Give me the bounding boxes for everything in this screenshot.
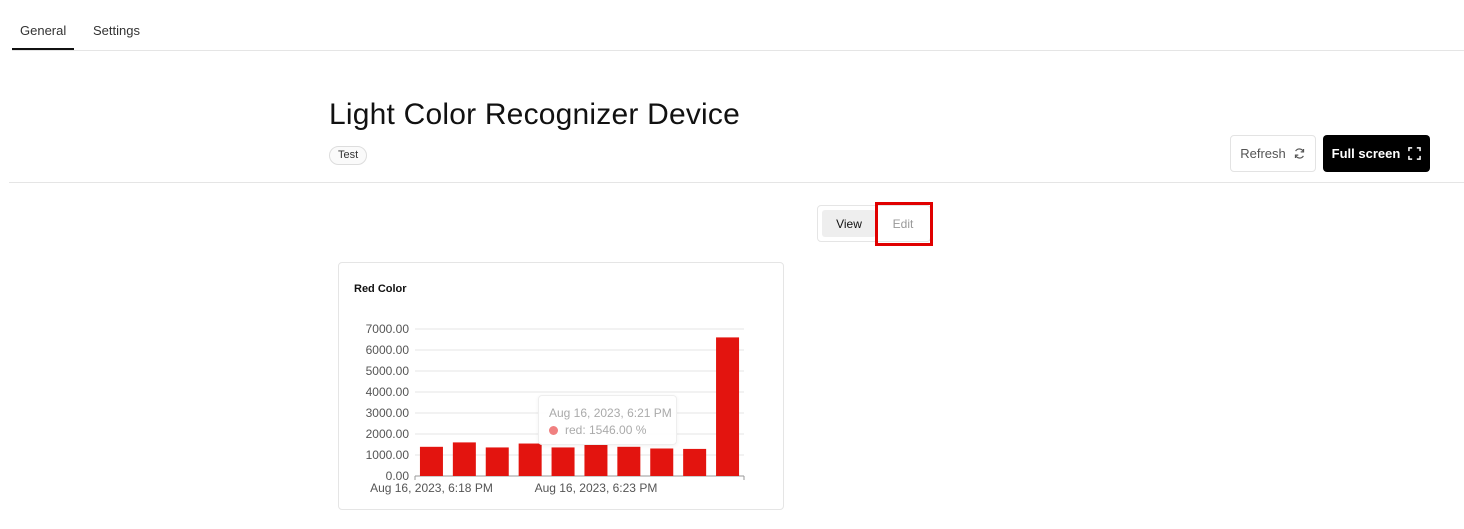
view-edit-toggle: View Edit [817,205,931,242]
y-tick-label: 0.00 [386,469,410,483]
chart-tooltip: Aug 16, 2023, 6:21 PM red: 1546.00 % [538,395,677,445]
y-tick-label: 5000.00 [366,364,410,378]
bar [518,443,542,476]
refresh-button[interactable]: Refresh [1230,135,1316,172]
tab-general[interactable]: General [20,23,67,38]
device-tag: Test [329,146,368,165]
x-tick-label: Aug 16, 2023, 6:23 PM [535,481,658,495]
bar [551,447,575,476]
x-tick-label: Aug 16, 2023, 6:18 PM [370,481,493,495]
refresh-icon [1293,147,1306,160]
bar [485,447,509,476]
bar-chart: 0.00 1000.00 2000.00 3000.00 4000.00 5000.00 6… [366,322,745,495]
header-divider [9,182,1464,183]
active-tab-indicator [12,48,74,50]
widget-title: Red Color [354,283,407,295]
y-tick-label: 3000.00 [366,406,410,420]
bar [584,444,608,476]
bar [419,446,443,476]
fullscreen-button[interactable]: Full screen [1323,135,1430,172]
view-mode-button[interactable]: View [822,210,876,237]
tooltip-row: red: 1546.00 % [549,423,646,437]
series-dot-icon [549,425,558,435]
fullscreen-button-label: Full screen [1331,146,1401,161]
edit-mode-button[interactable]: Edit [892,216,914,231]
bar [617,446,641,476]
fullscreen-icon [1408,147,1422,160]
red-color-widget: Red Color 0.00 1000.00 2000.00 3000.00 4000.… [338,262,784,510]
page-title: Light Color Recognizer Device [329,98,740,131]
bar [452,442,476,476]
tooltip-value: red: 1546.00 % [565,423,647,437]
bar [716,337,740,476]
y-tick-label: 2000.00 [366,427,410,441]
tab-settings[interactable]: Settings [93,23,140,38]
bar [650,448,674,476]
y-tick-label: 1000.00 [366,448,410,462]
y-tick-label: 6000.00 [366,343,410,357]
tooltip-title: Aug 16, 2023, 6:21 PM [549,406,672,420]
y-tick-label: 4000.00 [366,385,410,399]
bar [683,448,707,476]
refresh-button-label: Refresh [1240,146,1286,161]
tab-bar: General Settings [12,0,1464,51]
y-tick-label: 7000.00 [366,322,410,336]
